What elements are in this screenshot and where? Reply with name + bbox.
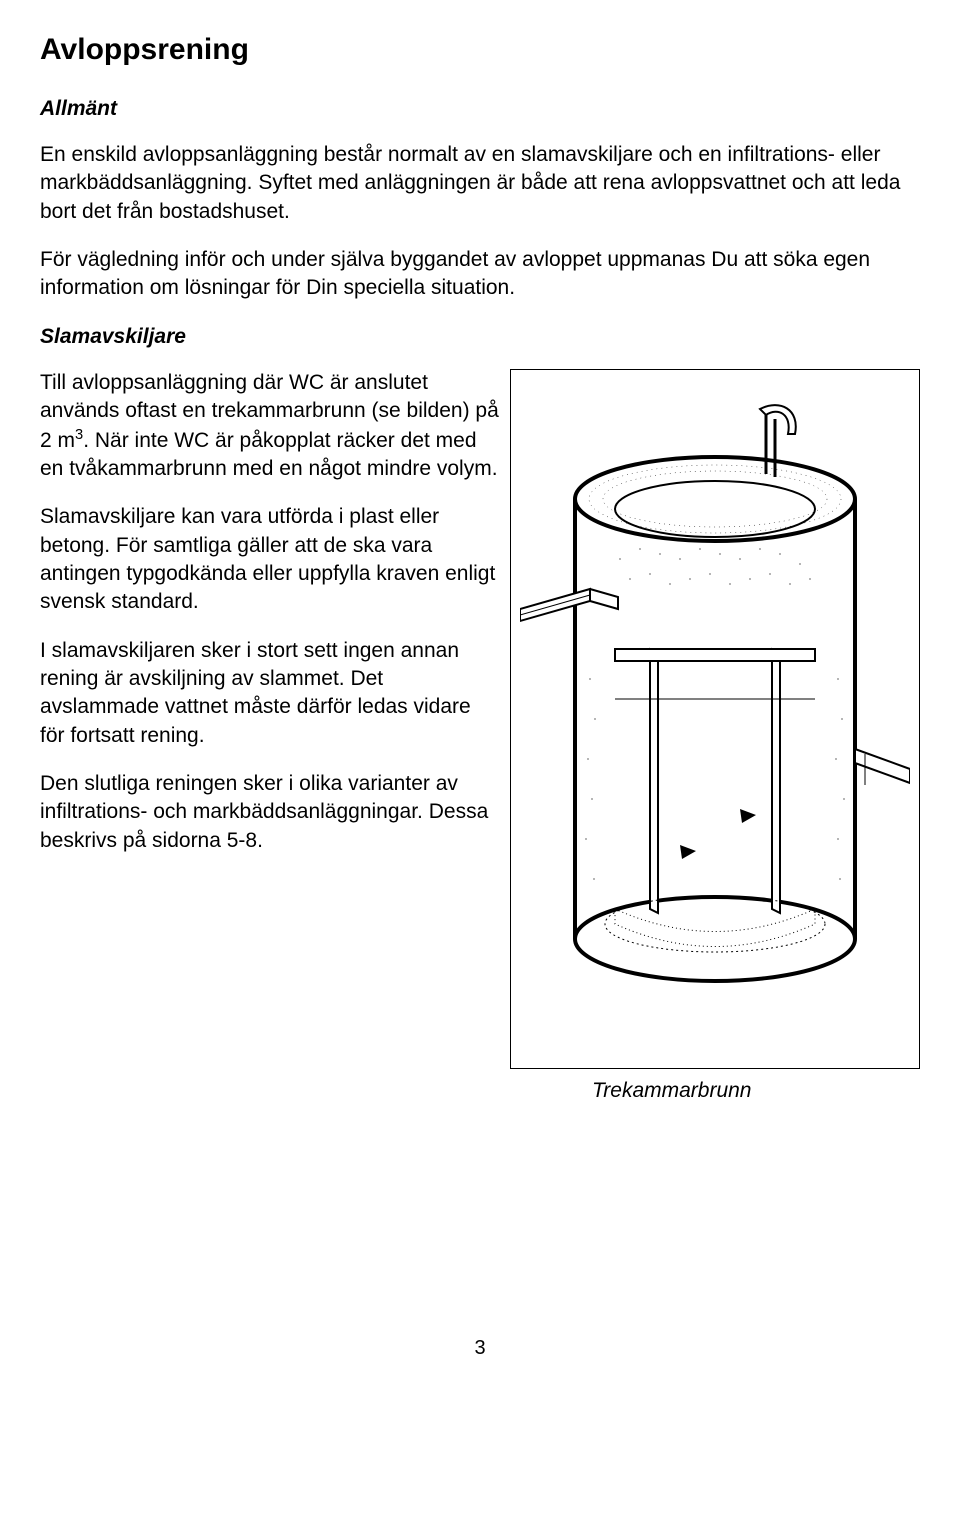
trekammarbrunn-figure (510, 369, 920, 1069)
page-number: 3 (40, 1335, 920, 1362)
figure-caption: Trekammarbrunn (592, 1077, 920, 1105)
paragraph: För vägledning inför och under själva by… (40, 246, 920, 303)
text-column: Till avloppsanläggning där WC är anslute… (40, 369, 500, 875)
section-allmant: Allmänt En enskild avloppsanläggning bes… (40, 95, 920, 303)
paragraph: En enskild avloppsanläggning består norm… (40, 141, 920, 226)
section-heading-allmant: Allmänt (40, 95, 920, 123)
paragraph: I slamavskiljaren sker i stort sett inge… (40, 637, 500, 750)
paragraph: Den slutliga reningen sker i olika varia… (40, 770, 500, 855)
page-title: Avloppsrening (40, 30, 920, 71)
paragraph-text: . När inte WC är påkopplat räcker det me… (40, 429, 498, 480)
paragraph: Slamavskiljare kan vara utförda i plast … (40, 503, 500, 616)
paragraph: Till avloppsanläggning där WC är anslute… (40, 369, 500, 483)
figure-column: Trekammarbrunn (510, 369, 920, 1105)
section-heading-slamavskiljare: Slamavskiljare (40, 323, 920, 351)
trekammarbrunn-diagram-icon (520, 379, 910, 1059)
two-column-layout: Till avloppsanläggning där WC är anslute… (40, 369, 920, 1105)
superscript: 3 (75, 427, 83, 443)
